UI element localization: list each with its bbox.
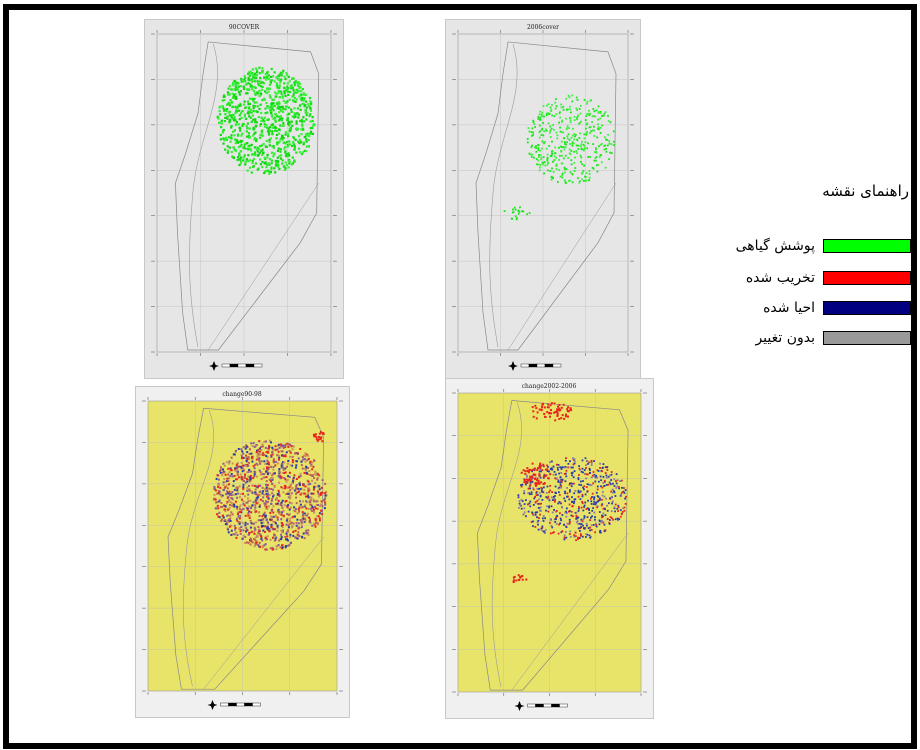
legend-item-vegetation: پوشش گیاهی <box>736 236 911 256</box>
legend-label: پوشش گیاهی <box>735 238 815 254</box>
map-panel-change90-98: change90-98 <box>136 387 349 717</box>
map-title: change2002-2006 <box>522 383 577 390</box>
legend-swatch <box>823 271 911 285</box>
map-title: 2006cover <box>527 24 559 31</box>
legend-swatch <box>823 301 911 315</box>
map-90cover: 90COVER <box>151 24 337 371</box>
map-panel-change2002-2006: change2002-2006 <box>446 379 653 718</box>
map-title: 90COVER <box>229 24 260 31</box>
legend-item-degraded: تخریب شده <box>746 268 911 288</box>
legend-item-unchanged: بدون تغییر <box>755 328 911 348</box>
legend-title: راهنمای نقشه <box>822 182 909 200</box>
legend-label: احیا شده <box>763 300 815 316</box>
legend-item-restored: احیا شده <box>763 298 911 318</box>
map-change2002-2006: change2002-2006 <box>452 383 647 711</box>
legend-swatch <box>823 331 911 345</box>
map-change90-98: change90-98 <box>142 391 343 710</box>
map-title: change90-98 <box>222 391 262 398</box>
map-panel-2006cover: 2006cover <box>446 20 640 378</box>
map-2006cover: 2006cover <box>452 24 634 371</box>
map-frame: 90COVER 2006cover change90-98 change2002… <box>3 4 917 749</box>
legend-label: بدون تغییر <box>755 330 815 346</box>
map-panel-90cover: 90COVER <box>145 20 343 378</box>
legend-label: تخریب شده <box>745 270 815 286</box>
legend-swatch <box>823 239 911 253</box>
map-legend: راهنمای نقشه پوشش گیاهی تخریب شده احیا ش… <box>659 170 919 410</box>
